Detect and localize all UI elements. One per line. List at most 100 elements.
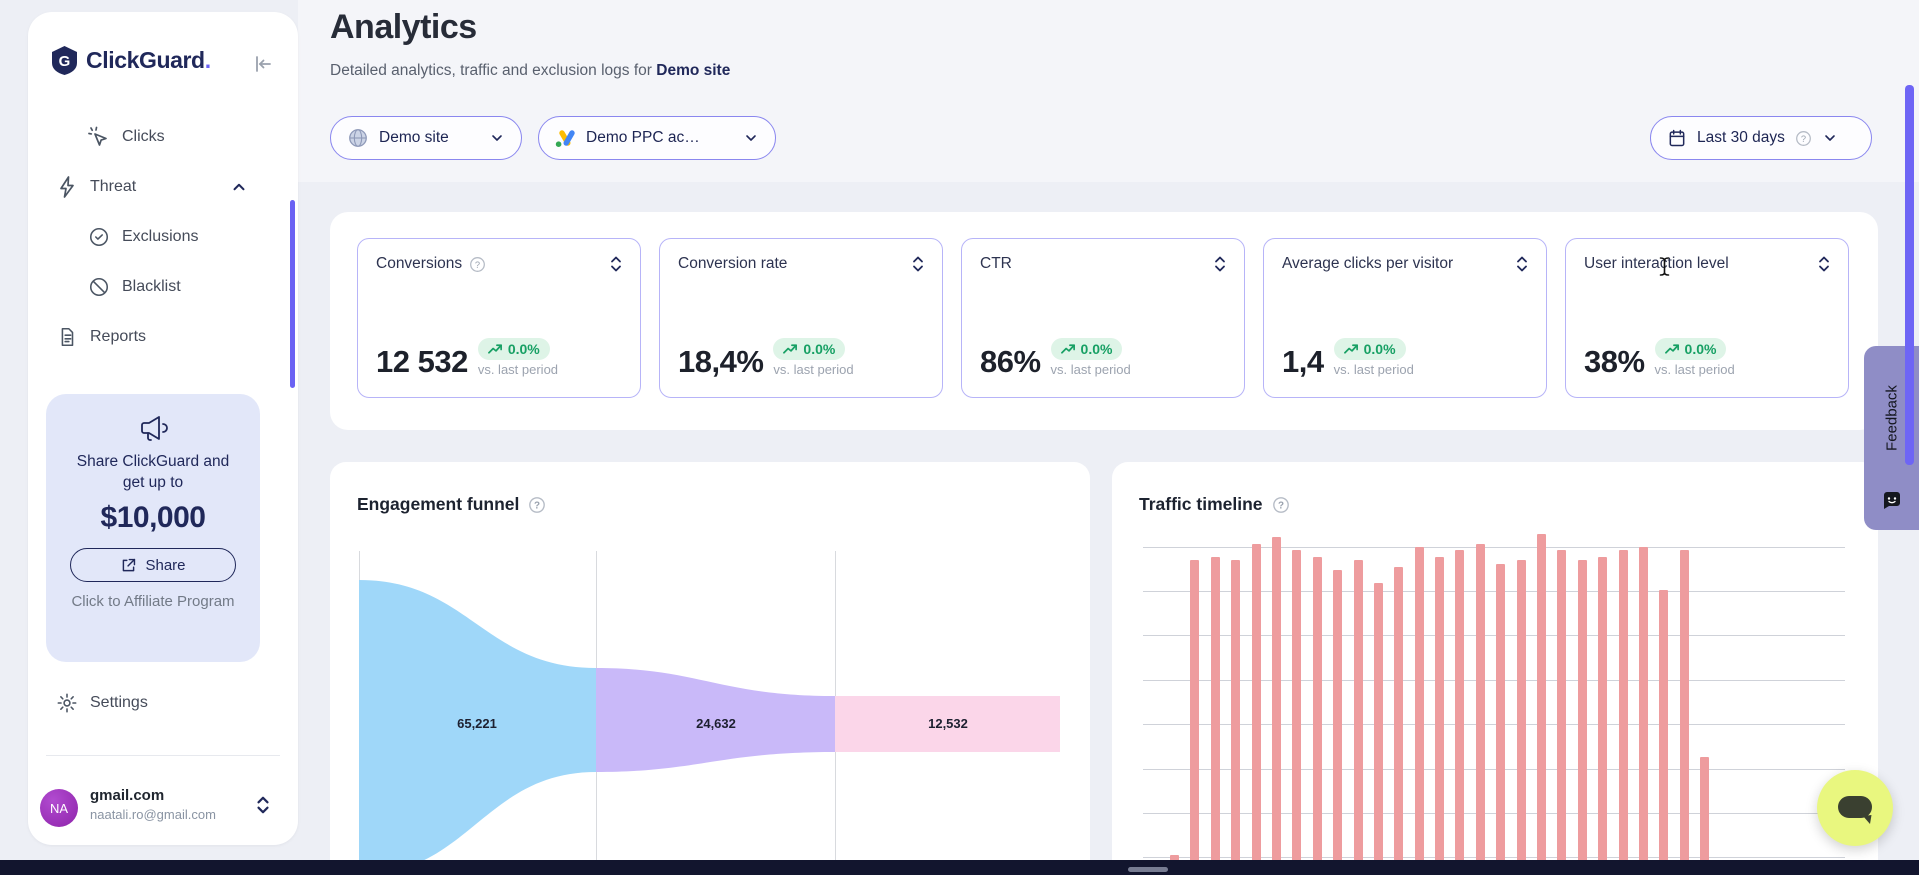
traffic-bar <box>1496 564 1506 862</box>
sidebar-item-exclusions[interactable]: Exclusions <box>28 222 298 252</box>
chevron-down-icon <box>489 130 505 146</box>
promo-text-line1: Share ClickGuard and <box>76 453 230 470</box>
kpi-caption: vs. last period <box>477 362 559 377</box>
traffic-bar <box>1251 544 1261 862</box>
brand-name: ClickGuard. <box>86 47 211 73</box>
traffic-bars[interactable] <box>1170 534 1710 862</box>
kpi-title: Average clicks per visitor <box>1282 255 1454 272</box>
funnel-stage-3-shape <box>835 696 1060 752</box>
page-subtitle-site: Demo site <box>656 62 731 79</box>
help-icon[interactable]: ? <box>469 256 486 273</box>
sidebar-item-threat[interactable]: Threat <box>28 172 298 202</box>
date-range-value: Last 30 days <box>1697 129 1785 146</box>
funnel-stage-1-value: 65,221 <box>457 716 497 731</box>
kpi-summary-panel: Conversions ? 12 532 0.0% vs. last perio… <box>330 212 1878 430</box>
sidebar-item-settings[interactable]: Settings <box>28 688 298 718</box>
kpi-caption: vs. last period <box>1654 362 1735 377</box>
traffic-bar <box>1455 550 1465 862</box>
brand-logo[interactable]: G ClickGuard. <box>50 45 211 76</box>
google-ads-icon <box>555 129 576 148</box>
traffic-bar <box>1333 570 1343 862</box>
affiliate-promo-card[interactable]: Share ClickGuard and get up to $10,000 S… <box>46 394 260 662</box>
clickguard-shield-icon: G <box>50 45 79 76</box>
traffic-gridline <box>1143 591 1845 592</box>
kpi-delta-badge: 0.0% <box>773 338 846 360</box>
kpi-title: User interaction level <box>1584 255 1729 272</box>
site-selector-dropdown[interactable]: Demo site <box>330 116 522 160</box>
avatar: NA <box>40 789 78 827</box>
bottom-strip <box>0 860 1919 875</box>
kpi-caption: vs. last period <box>1050 362 1131 377</box>
feedback-smiley-icon <box>1881 489 1903 516</box>
user-email: naatali.ro@gmail.com <box>90 807 216 822</box>
traffic-chart-title: Traffic timeline <box>1139 494 1263 514</box>
traffic-bar <box>1394 567 1404 862</box>
metric-sort-icon[interactable] <box>1516 256 1528 272</box>
page-subtitle: Detailed analytics, traffic and exclusio… <box>330 62 730 80</box>
funnel-chart[interactable] <box>359 545 1061 875</box>
kpi-title: CTR <box>980 255 1012 272</box>
kpi-value: 38% <box>1584 344 1645 379</box>
metric-sort-icon[interactable] <box>610 256 622 272</box>
kpi-card-avg-clicks: Average clicks per visitor 1,4 0.0% vs. … <box>1263 238 1547 398</box>
sidebar-collapse-icon[interactable] <box>250 52 274 76</box>
chat-launcher-button[interactable] <box>1817 770 1893 846</box>
document-icon <box>56 326 78 348</box>
sidebar-item-label: Threat <box>90 178 137 195</box>
page-subtitle-text: Detailed analytics, traffic and exclusio… <box>330 62 652 79</box>
traffic-bar <box>1638 547 1648 862</box>
promo-caption: Click to Affiliate Program <box>71 593 235 610</box>
user-account-menu[interactable]: NA gmail.com naatali.ro@gmail.com <box>28 774 298 838</box>
globe-icon <box>347 127 369 149</box>
kpi-card-conversion-rate: Conversion rate 18,4% 0.0% vs. last peri… <box>659 238 943 398</box>
traffic-bar <box>1414 547 1424 862</box>
traffic-bar <box>1210 557 1220 862</box>
site-selector-value: Demo site <box>379 129 449 146</box>
page-scrollbar-thumb[interactable] <box>1905 85 1914 465</box>
metric-sort-icon[interactable] <box>1818 256 1830 272</box>
share-button-label: Share <box>145 556 186 574</box>
traffic-bar <box>1292 550 1302 862</box>
svg-text:?: ? <box>1277 500 1283 511</box>
ppc-account-value: Demo PPC ac… <box>586 129 700 146</box>
traffic-bar <box>1516 560 1526 862</box>
ppc-account-dropdown[interactable]: Demo PPC ac… <box>538 116 776 160</box>
help-icon[interactable]: ? <box>1272 496 1290 514</box>
kpi-value: 12 532 <box>376 344 468 379</box>
funnel-chart-title: Engagement funnel <box>357 494 520 514</box>
sidebar-scroll-indicator[interactable] <box>290 200 295 388</box>
traffic-gridline <box>1143 813 1845 814</box>
sidebar-item-reports[interactable]: Reports <box>28 322 298 352</box>
help-icon[interactable]: ? <box>1795 130 1812 147</box>
badge-check-icon <box>88 226 110 248</box>
traffic-bar <box>1353 560 1363 862</box>
traffic-bar <box>1537 534 1547 862</box>
traffic-bar <box>1435 557 1445 862</box>
promo-text-line2: get up to <box>122 474 184 491</box>
chevron-down-icon <box>1822 130 1838 146</box>
funnel-stage-2-shape <box>596 668 835 772</box>
share-button[interactable]: Share <box>70 548 236 582</box>
date-range-dropdown[interactable]: Last 30 days ? <box>1650 116 1872 160</box>
cursor-click-icon <box>86 125 110 149</box>
chevron-up-down-icon <box>254 794 272 821</box>
traffic-bar <box>1659 590 1669 862</box>
bottom-scrollbar-handle[interactable] <box>1128 867 1168 872</box>
ban-icon <box>88 276 110 298</box>
gear-icon <box>56 692 78 714</box>
metric-sort-icon[interactable] <box>912 256 924 272</box>
sidebar-item-blacklist[interactable]: Blacklist <box>28 272 298 302</box>
calendar-icon <box>1667 128 1687 148</box>
sidebar-item-label: Settings <box>90 694 148 711</box>
metric-sort-icon[interactable] <box>1214 256 1226 272</box>
sidebar-divider <box>46 755 280 756</box>
traffic-gridline <box>1143 680 1845 681</box>
sidebar-item-clicks[interactable]: Clicks <box>28 122 298 152</box>
funnel-stage-1-shape <box>359 580 596 875</box>
kpi-caption: vs. last period <box>773 362 854 377</box>
traffic-bar <box>1373 583 1383 862</box>
chevron-up-icon[interactable] <box>230 178 248 196</box>
help-icon[interactable]: ? <box>528 496 546 514</box>
sidebar-item-label: Clicks <box>122 128 165 145</box>
traffic-bar <box>1271 537 1281 862</box>
